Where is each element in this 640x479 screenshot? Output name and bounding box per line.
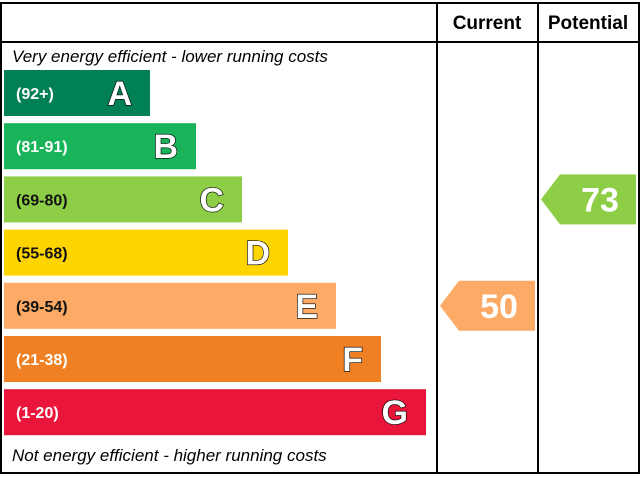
band-d-bar [4,229,288,276]
band-f-range: (21-38) [16,352,68,369]
band-g-range: (1-20) [16,405,59,422]
band-f-bar [4,336,381,382]
band-e-bar [4,282,336,329]
potential-header: Potential [548,13,628,34]
band-c-letter: C [199,181,224,219]
current-rating-arrow-value: 50 [480,288,518,326]
current-header: Current [453,13,522,34]
band-a: (92+) A [4,70,150,116]
top-note: Very energy efficient - lower running co… [12,47,328,66]
band-a-letter: A [107,75,132,113]
band-c-bar [4,176,242,223]
band-c-range: (69-80) [16,192,68,209]
band-d-letter: D [245,235,270,273]
band-b-bar [4,123,196,170]
potential-rating-arrow: 73 [541,174,636,225]
band-b: (81-91) B [4,123,196,170]
band-b-range: (81-91) [16,139,68,156]
band-a-bar [4,70,150,116]
band-g: (1-20) G [4,389,426,436]
band-g-letter: G [382,394,408,432]
band-d: (55-68) D [4,229,288,276]
band-c: (69-80) C [4,176,242,223]
rating-bands: (92+) A (81-91) B (69-80) C (55-68) D (39-54) E (2… [4,70,426,436]
potential-rating-arrow-shape [541,174,636,225]
potential-rating-arrow-value: 73 [581,181,619,219]
band-d-range: (55-68) [16,246,68,263]
band-f-letter: F [342,341,363,379]
band-b-letter: B [153,128,178,166]
band-f: (21-38) F [4,336,381,382]
band-e-letter: E [295,288,318,326]
band-e-range: (39-54) [16,299,68,316]
current-rating-arrow-shape [440,280,535,331]
bottom-note: Not energy efficient - higher running co… [12,446,327,465]
band-g-bar [4,389,426,436]
band-e: (39-54) E [4,282,336,329]
band-a-range: (92+) [16,86,54,103]
rating-markers: 50 73 [440,174,636,331]
current-rating-arrow: 50 [440,280,535,331]
